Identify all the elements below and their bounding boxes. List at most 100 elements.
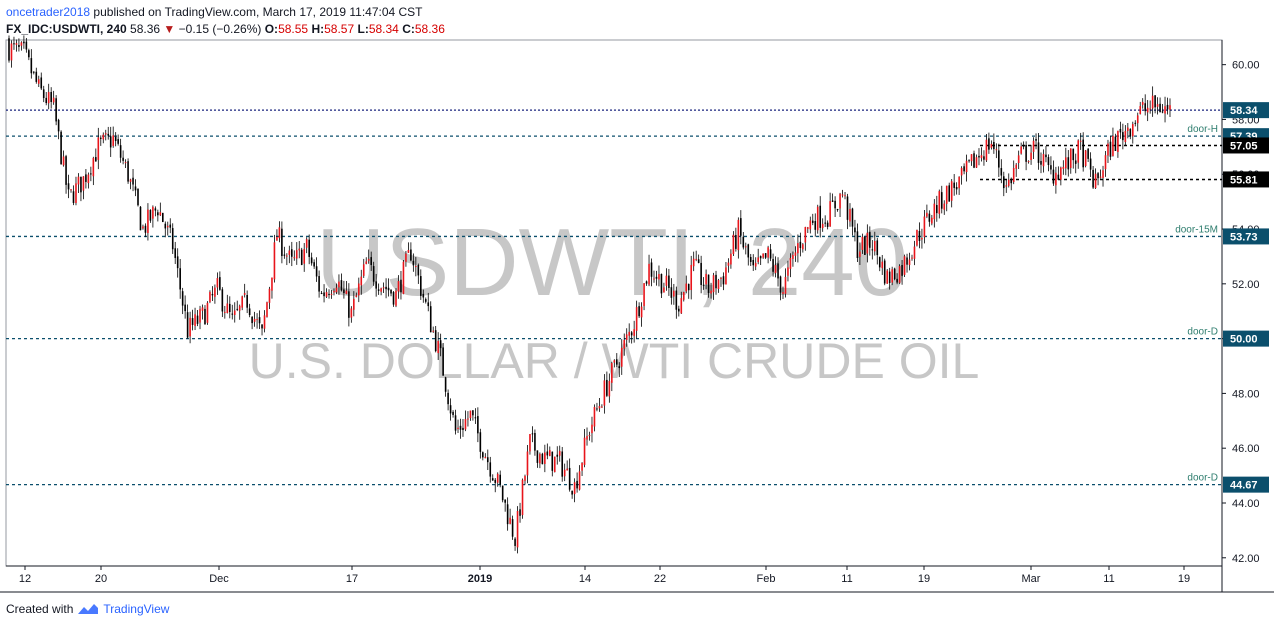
candle-body	[415, 265, 417, 267]
candle-body	[87, 174, 90, 184]
author-link[interactable]: oncetrader2018	[6, 5, 91, 19]
candle	[171, 223, 174, 254]
candle	[697, 254, 700, 264]
candle-body	[410, 249, 412, 261]
candle-body	[1112, 135, 1114, 156]
candle-body	[668, 275, 670, 288]
candle	[276, 229, 278, 241]
candle	[256, 313, 258, 329]
candle-body	[663, 287, 665, 293]
candle	[457, 419, 459, 433]
candle	[1027, 160, 1030, 164]
candle-body	[536, 450, 539, 463]
candle	[529, 434, 531, 455]
candle	[10, 40, 13, 68]
candle-body	[305, 239, 308, 248]
candle-body	[395, 290, 397, 306]
candle	[851, 207, 854, 236]
candle-body	[836, 209, 839, 211]
candle	[673, 283, 675, 305]
candle	[911, 254, 913, 261]
candle	[159, 202, 162, 217]
candle	[142, 224, 144, 230]
x-tick-label: Dec	[209, 573, 229, 585]
candle-body	[869, 232, 871, 248]
candle	[348, 283, 350, 327]
candle	[415, 257, 417, 277]
candle-body	[563, 469, 566, 477]
candle-body	[787, 267, 789, 276]
candle-body	[52, 97, 55, 103]
candle-body	[878, 257, 881, 268]
candle-body	[725, 267, 727, 285]
candle	[993, 133, 995, 154]
candle-body	[117, 139, 119, 144]
candle-body	[501, 485, 504, 501]
candle	[715, 270, 717, 295]
candle	[1084, 149, 1087, 168]
candle	[970, 154, 973, 166]
candle	[886, 269, 888, 284]
candle-body	[764, 253, 767, 258]
candle-body	[846, 196, 849, 220]
candle-body	[707, 274, 710, 294]
candle-body	[164, 223, 167, 229]
tradingview-brand[interactable]: TradingView	[103, 602, 170, 616]
candle-body	[685, 283, 688, 292]
candle-body	[1017, 155, 1020, 164]
candle-body	[330, 293, 333, 295]
candle-body	[462, 427, 464, 430]
candle-body	[1166, 104, 1169, 110]
candle-body	[859, 251, 861, 257]
candle-body	[948, 185, 951, 202]
candle	[1097, 172, 1099, 186]
candle-body	[898, 266, 901, 283]
candle	[821, 218, 824, 232]
candle-body	[727, 262, 730, 266]
candle	[792, 251, 794, 267]
candle-body	[1074, 160, 1077, 164]
level-label: door-H	[1187, 124, 1218, 135]
candle-body	[15, 43, 18, 45]
candle	[586, 427, 588, 446]
candle	[504, 499, 506, 512]
candle	[839, 192, 841, 217]
candle-body	[496, 473, 499, 483]
candle-body	[238, 305, 241, 311]
symbol-label[interactable]: FX_IDC:USDWTI, 240	[6, 22, 127, 36]
candle	[124, 159, 127, 168]
candle-body	[348, 291, 350, 318]
candle-body	[1020, 146, 1022, 154]
candle-body	[134, 186, 137, 191]
candle-body	[943, 203, 946, 210]
candle-body	[206, 302, 209, 323]
candle	[293, 250, 296, 261]
candle-body	[99, 137, 102, 139]
y-tick-label: 44.00	[1232, 498, 1260, 510]
candle-body	[692, 258, 695, 267]
candle-body	[112, 135, 114, 146]
price-chart[interactable]: USDWTI, 240 U.S. DOLLAR / WTI CRUDE OIL …	[0, 0, 1274, 600]
candle-body	[142, 226, 144, 229]
candle	[623, 333, 626, 356]
candle-body	[293, 257, 296, 259]
candle-body	[65, 156, 67, 185]
candle-body	[1072, 148, 1075, 161]
candle-body	[993, 141, 995, 150]
candle-body	[246, 294, 248, 308]
candle-body	[479, 432, 482, 452]
candle-body	[194, 314, 196, 326]
candle-body	[931, 217, 933, 224]
price-label-box	[1223, 330, 1269, 347]
candle	[45, 92, 48, 106]
candle	[816, 204, 819, 234]
candle-body	[720, 277, 722, 279]
candle	[563, 463, 566, 482]
candle-body	[1097, 173, 1099, 179]
candle	[797, 234, 799, 263]
candle-body	[1141, 101, 1144, 105]
candle	[166, 221, 169, 236]
candle	[583, 428, 586, 468]
candle-body	[35, 71, 38, 82]
candle	[581, 462, 583, 477]
